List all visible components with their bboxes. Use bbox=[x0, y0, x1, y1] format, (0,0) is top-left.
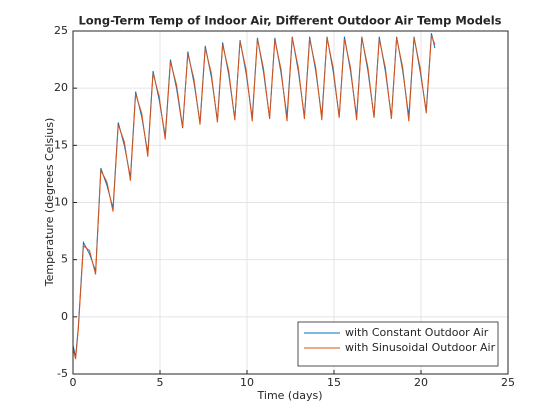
x-tick-label: 20 bbox=[414, 376, 428, 389]
y-tick-label: 0 bbox=[61, 310, 68, 323]
axes-box bbox=[72, 30, 509, 375]
x-tick-label: 5 bbox=[157, 376, 164, 389]
x-axis-label: Time (days) bbox=[257, 389, 323, 402]
legend-box bbox=[297, 321, 499, 367]
y-axis-label: Temperature (degrees Celsius) bbox=[43, 118, 56, 288]
y-tick-label: 5 bbox=[61, 253, 68, 266]
y-tick-label: -5 bbox=[57, 367, 68, 380]
legend: with Constant Outdoor Air with Sinusoidal… bbox=[297, 321, 499, 367]
x-tick-label: 10 bbox=[240, 376, 254, 389]
legend-label: with Sinusoidal Outdoor Air bbox=[345, 341, 496, 354]
x-tick-label: 0 bbox=[70, 376, 77, 389]
y-tick-label: 10 bbox=[54, 196, 68, 209]
x-tick-label: 15 bbox=[327, 376, 341, 389]
y-tick-label: 25 bbox=[54, 24, 68, 37]
data-line bbox=[72, 35, 436, 360]
y-tick-label: 20 bbox=[54, 81, 68, 94]
chart-title: Long-Term Temp of Indoor Air, Different … bbox=[78, 14, 501, 28]
y-tick-label: 15 bbox=[54, 138, 68, 151]
legend-label: with Constant Outdoor Air bbox=[345, 326, 489, 339]
x-tick-label: 25 bbox=[501, 376, 515, 389]
